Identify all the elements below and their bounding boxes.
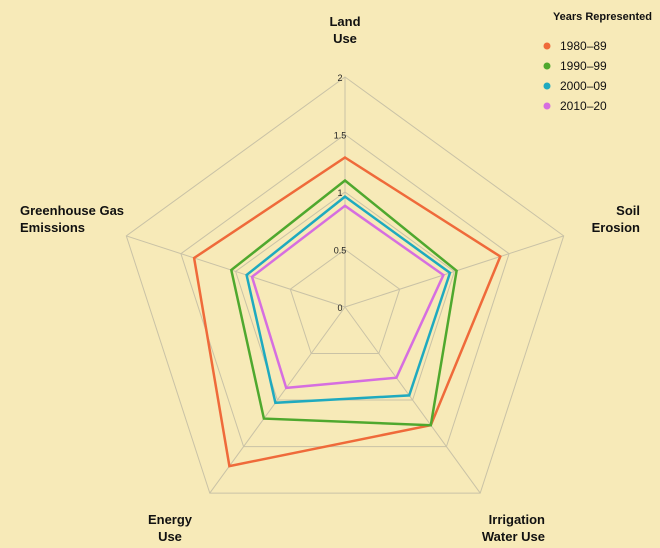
legend-title: Years Represented xyxy=(553,11,652,23)
series-line-2 xyxy=(245,195,452,405)
axis-label-line: Irrigation xyxy=(489,512,545,527)
legend-label-1: 1990–99 xyxy=(560,59,607,73)
axis-label-4: Greenhouse Gas Emissions xyxy=(20,203,124,235)
tick-label-3: 1.5 xyxy=(334,131,347,141)
legend-swatch-2 xyxy=(543,82,551,90)
legend-label-3: 2010–20 xyxy=(560,99,607,113)
radar-axis-labels: Land Use Soil Erosion Irrigation Water Use Ene… xyxy=(20,14,640,544)
axis-label-line: Use xyxy=(333,31,357,46)
axis-label-line: Soil xyxy=(616,203,640,218)
axis-label-2: Irrigation Water Use xyxy=(482,512,545,544)
legend-items: 1980–89 1990–99 2000–09 2010–20 xyxy=(543,39,607,113)
legend-label-0: 1980–89 xyxy=(560,39,607,53)
legend-swatch-1 xyxy=(543,62,551,70)
grid-ring-3 xyxy=(125,76,565,494)
axis-spoke-3 xyxy=(209,306,346,494)
tick-label-0: 0 xyxy=(337,303,342,313)
axis-spoke-4 xyxy=(126,235,346,308)
axis-label-line: Greenhouse Gas xyxy=(20,203,124,218)
axis-label-line: Emissions xyxy=(20,220,85,235)
radar-tick-labels: 0 0.5 1 1.5 2 xyxy=(334,73,347,313)
tick-label-1: 0.5 xyxy=(334,246,347,256)
legend-swatch-3 xyxy=(543,102,551,110)
series-line-1 xyxy=(229,178,458,427)
radar-grid xyxy=(125,76,565,494)
series-line-3 xyxy=(250,204,445,390)
series-line-0 xyxy=(192,156,502,468)
axis-label-line: Use xyxy=(158,529,182,544)
axis-spoke-1 xyxy=(344,235,564,308)
tick-label-2: 1 xyxy=(337,188,342,198)
legend-label-2: 2000–09 xyxy=(560,79,607,93)
axis-label-1: Soil Erosion xyxy=(592,203,640,235)
axis-label-line: Energy xyxy=(148,512,193,527)
radar-series xyxy=(192,156,502,468)
legend: Years Represented 1980–89 1990–99 2000–09 2… xyxy=(543,11,652,113)
grid-ring-2 xyxy=(180,133,510,448)
axis-label-line: Land xyxy=(329,14,360,29)
axis-label-line: Erosion xyxy=(592,220,640,235)
axis-spoke-2 xyxy=(344,306,481,494)
axis-label-0: Land Use xyxy=(329,14,360,46)
axis-label-line: Water Use xyxy=(482,529,545,544)
legend-swatch-0 xyxy=(543,42,551,50)
grid-ring-0 xyxy=(289,248,401,354)
axis-label-3: Energy Use xyxy=(148,512,193,544)
tick-label-4: 2 xyxy=(337,73,342,83)
